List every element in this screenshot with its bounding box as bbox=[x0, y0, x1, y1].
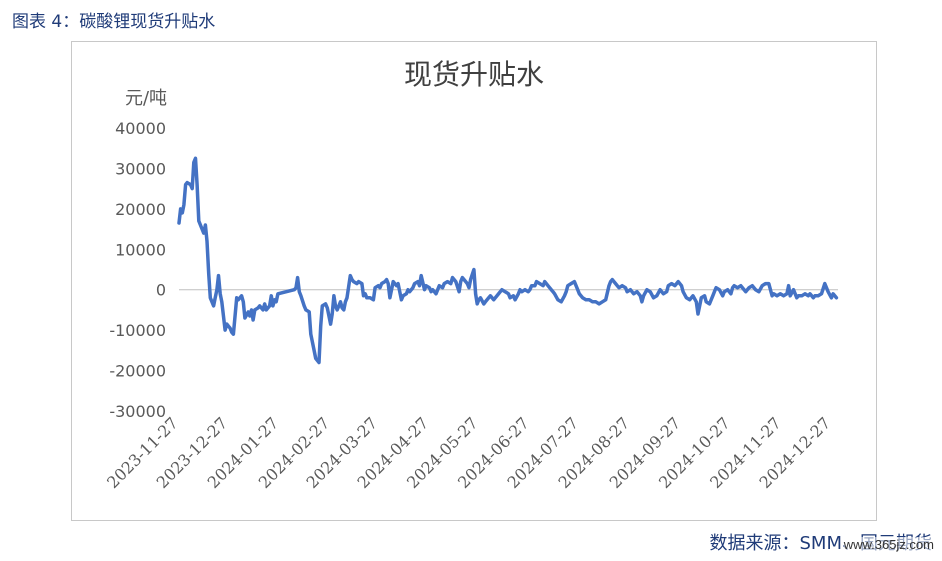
series-line-0 bbox=[177, 156, 839, 365]
y-tick-label: 10000 bbox=[115, 240, 166, 259]
watermark: www.365jz.com bbox=[843, 537, 934, 552]
series-group bbox=[177, 156, 839, 365]
y-tick-label: -20000 bbox=[109, 362, 166, 381]
y-tick-label: 30000 bbox=[115, 159, 166, 178]
x-axis-ticks: 2023-11-272023-12-272024-01-272024-02-27… bbox=[103, 413, 834, 492]
y-tick-label: -30000 bbox=[109, 402, 166, 421]
chart-title: 现货升贴水 bbox=[404, 58, 544, 91]
figure-caption: 图表 4：碳酸锂现货升贴水 bbox=[12, 12, 216, 32]
y-axis-label: 元/吨 bbox=[125, 88, 167, 109]
y-tick-label: 20000 bbox=[115, 200, 166, 219]
y-tick-label: 40000 bbox=[115, 119, 166, 138]
chart-frame bbox=[71, 41, 877, 521]
y-tick-label: 0 bbox=[156, 281, 166, 300]
y-axis-ticks: 40000 30000 20000 10000 0 -10000 -20000 -30000 bbox=[109, 119, 166, 421]
y-tick-label: -10000 bbox=[109, 321, 166, 340]
